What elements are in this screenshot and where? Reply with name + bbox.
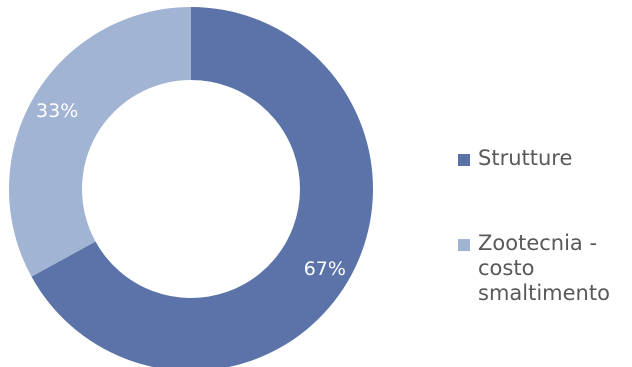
donut-value-label-0: 67% <box>304 258 346 280</box>
legend-label-strutture: Strutture <box>478 146 573 170</box>
legend-item-zootecnia: Zootecnia - costo smaltimento <box>458 231 610 306</box>
legend-item-strutture: Strutture <box>458 146 572 171</box>
donut-slice-1 <box>9 7 191 277</box>
donut-slice-0 <box>31 7 373 367</box>
legend-swatch-strutture <box>458 154 470 166</box>
legend-swatch-zootecnia <box>458 239 470 251</box>
donut-slices <box>9 7 373 367</box>
donut-value-label-1: 33% <box>36 100 78 122</box>
donut-value-labels: 67% 33% <box>36 100 346 280</box>
legend-label-zootecnia: Zootecnia - costo smaltimento <box>478 231 610 305</box>
